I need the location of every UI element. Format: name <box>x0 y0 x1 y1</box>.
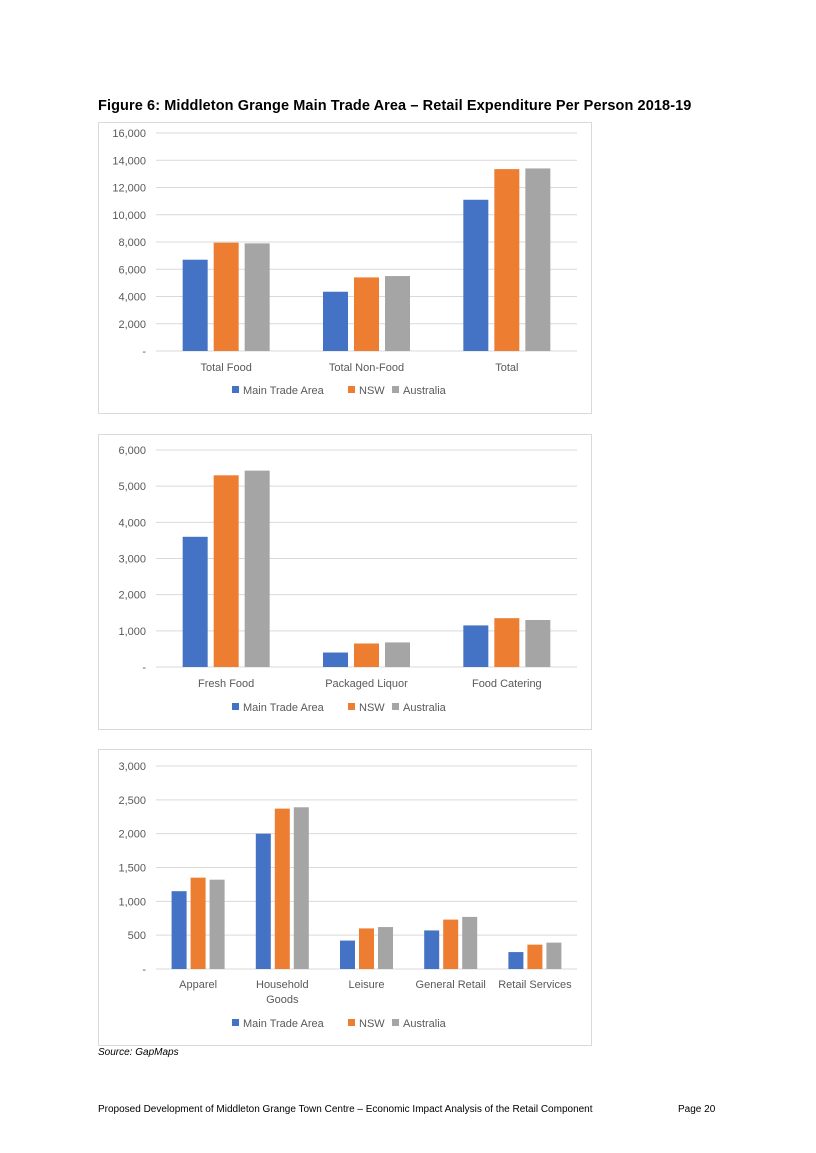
y-tick-label: 1,000 <box>118 626 146 638</box>
y-tick-label: 14,000 <box>112 155 146 167</box>
y-tick-label: 16,000 <box>112 128 146 140</box>
y-tick-label: 6,000 <box>118 445 146 457</box>
y-tick-label: 6,000 <box>118 264 146 276</box>
bar <box>463 625 489 667</box>
category-label: Fresh Food <box>198 678 254 690</box>
bar <box>385 276 410 351</box>
bar <box>340 940 355 969</box>
legend-label: NSW <box>359 1018 385 1030</box>
bar <box>546 942 562 969</box>
chart-food-expenditure: - 1,000 2,000 3,000 4,000 5,000 6,000 Fresh Foo… <box>98 434 592 730</box>
category-label: Total Non-Food <box>329 362 404 374</box>
bar <box>494 169 520 351</box>
category-label: Food Catering <box>472 678 542 690</box>
bar <box>494 618 520 667</box>
category-label: Goods <box>266 994 299 1006</box>
category-label: Household <box>256 979 309 991</box>
bar <box>527 944 543 969</box>
bar <box>354 277 379 351</box>
bar <box>463 199 489 351</box>
bar <box>244 243 270 351</box>
y-tick-label: 5,000 <box>118 481 146 493</box>
chart-total-expenditure: - 2,000 4,000 6,000 8,000 10,000 12,000 14,000 1… <box>98 122 592 414</box>
bar <box>182 259 208 351</box>
category-label: Apparel <box>179 979 217 991</box>
y-tick-label: 2,000 <box>118 829 146 841</box>
legend-swatch <box>348 386 355 393</box>
y-tick-label: 12,000 <box>112 183 146 195</box>
category-label: Leisure <box>348 979 384 991</box>
category-label: General Retail <box>416 979 486 991</box>
bar <box>190 877 206 969</box>
y-tick-label: 10,000 <box>112 210 146 222</box>
y-tick-label: 3,000 <box>118 761 146 773</box>
bar <box>209 879 225 969</box>
bar <box>443 919 459 969</box>
bar <box>274 808 290 969</box>
y-tick-label: - <box>142 662 146 674</box>
legend-label: Main Trade Area <box>243 385 325 397</box>
chart-1-svg: - 1,000 2,000 3,000 4,000 5,000 6,000 Fresh Foo… <box>118 445 577 714</box>
y-tick-label: 3,000 <box>118 554 146 566</box>
bar <box>255 833 271 969</box>
y-tick-label: - <box>142 346 146 358</box>
legend-label: Main Trade Area <box>243 702 325 714</box>
y-tick-label: 2,000 <box>118 590 146 602</box>
category-label: Packaged Liquor <box>325 678 408 690</box>
legend-swatch <box>232 1019 239 1026</box>
bar <box>354 643 379 667</box>
y-tick-label: 4,000 <box>118 517 146 529</box>
legend-label: Australia <box>403 1018 447 1030</box>
y-tick-label: 2,500 <box>118 795 146 807</box>
y-tick-label: 2,000 <box>118 319 146 331</box>
bar <box>323 652 348 667</box>
bar <box>525 168 551 351</box>
y-tick-label: 8,000 <box>118 237 146 249</box>
legend-swatch <box>348 703 355 710</box>
category-label: Retail Services <box>498 979 572 991</box>
bar <box>424 930 440 969</box>
bar <box>213 475 239 667</box>
figure-title: Figure 6: Middleton Grange Main Trade Ar… <box>98 98 692 114</box>
chart-2-svg: - 500 1,000 1,500 2,000 2,500 3,000 Apparel Hous… <box>118 761 577 1030</box>
legend-swatch <box>392 386 399 393</box>
legend-label: Main Trade Area <box>243 1018 325 1030</box>
legend-label: Australia <box>403 702 447 714</box>
y-tick-label: - <box>142 964 146 976</box>
legend-label: NSW <box>359 702 385 714</box>
bar <box>385 642 410 667</box>
source-note: Source: GapMaps <box>98 1047 179 1058</box>
bar <box>213 242 239 351</box>
bar <box>182 536 208 667</box>
y-tick-label: 1,500 <box>118 863 146 875</box>
bar <box>359 928 374 969</box>
y-tick-label: 1,000 <box>118 896 146 908</box>
bar <box>525 619 551 667</box>
category-label: Total Food <box>200 362 251 374</box>
bar <box>462 916 478 969</box>
footer-document-title: Proposed Development of Middleton Grange… <box>98 1104 593 1115</box>
legend-swatch <box>232 386 239 393</box>
legend-label: NSW <box>359 385 385 397</box>
legend-label: Australia <box>403 385 447 397</box>
bar <box>508 952 524 969</box>
legend-swatch <box>392 703 399 710</box>
bar <box>323 291 348 351</box>
bar <box>378 927 393 969</box>
chart-0-svg: - 2,000 4,000 6,000 8,000 10,000 12,000 14,000 1… <box>112 128 577 397</box>
y-tick-label: 4,000 <box>118 292 146 304</box>
category-label: Total <box>495 362 518 374</box>
legend-swatch <box>232 703 239 710</box>
legend-swatch <box>392 1019 399 1026</box>
bar <box>244 470 270 667</box>
chart-non-food-expenditure: - 500 1,000 1,500 2,000 2,500 3,000 Apparel Hous… <box>98 749 592 1046</box>
footer-page-number: Page 20 <box>678 1104 716 1115</box>
y-tick-label: 500 <box>128 930 146 942</box>
legend-swatch <box>348 1019 355 1026</box>
bar <box>293 807 309 969</box>
bar <box>171 891 187 969</box>
